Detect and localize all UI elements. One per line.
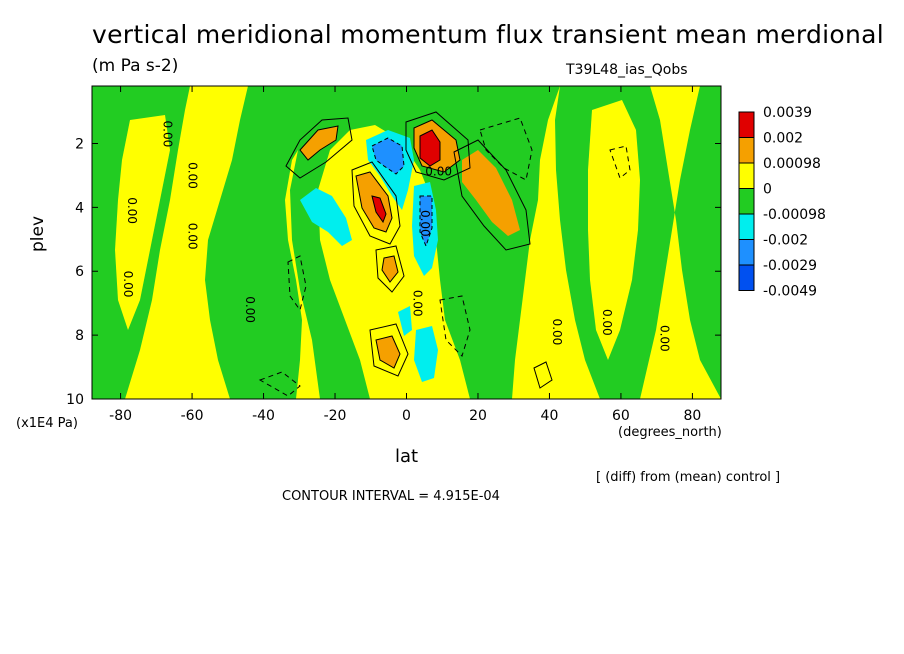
field-negative-region [205,86,340,399]
contour-label-group: 0.00 0.00 0.00 0.00 0.00 0.00 0.00 0.00 0.00 0.00… [121,75,671,352]
contour-label: 0.00 [411,290,425,317]
colorbar-level-label: 0.00098 [763,156,821,172]
contour-label: 0.00 [243,296,257,323]
x-tick-label: 0 [402,408,411,424]
y-axis-units: (x1E4 Pa) [16,416,78,431]
contour-label: 0.00 [186,162,200,189]
contour-label: 0.00 [550,319,564,346]
field-core-cyan [398,306,412,336]
field-positive-pocket [588,100,640,360]
field-core-blue [419,195,433,248]
contour-label: 0.00 [600,309,614,336]
contour-label: 0.00 [121,271,135,298]
contour-label: 0.00 [186,223,200,250]
contour-label: 0.00 [657,325,671,352]
run-label: T39L48_ias_Qobs [566,62,688,78]
contour-label: 0.00 [425,165,452,179]
x-axis-label: lat [395,446,419,467]
field-core-red [419,129,441,167]
colorbar-level-label: -0.00098 [763,207,826,223]
colorbar-level-label: -0.0029 [763,258,817,274]
x-axis: -80 -60 -40 -20 0 20 40 60 80 [109,86,701,424]
x-tick-label: 80 [683,408,701,424]
chart-title: vertical meridional momentum flux transi… [92,20,885,49]
x-tick-label: 20 [469,408,487,424]
x-tick-label: 60 [612,408,630,424]
field-core-orange [299,125,339,161]
field-core-orange [375,335,401,369]
colorbar-swatch [738,213,755,240]
chart-units: (m Pa s-2) [92,56,179,76]
y-tick-label: 6 [75,264,84,280]
field-core-orange [462,150,520,236]
x-tick-label: -60 [181,408,204,424]
contour-label: 0.00 [418,210,432,237]
colorbar-level-label: 0.002 [763,131,803,147]
contour-lines [285,111,553,389]
negative-contour-lines [258,117,631,397]
colorbar-level-label: -0.0049 [763,284,817,300]
y-tick-label: 10 [66,392,84,408]
colorbar-swatch [738,137,755,164]
x-tick-label: -80 [109,408,132,424]
x-tick-label: 40 [541,408,559,424]
x-tick-label: -40 [252,408,275,424]
colorbar-swatch [738,162,755,189]
plot-area: 0.00 0.00 0.00 0.00 0.00 0.00 0.00 0.00 0.00 0.00… [92,75,721,399]
colorbar-swatch [738,264,755,291]
field-core-red [371,195,387,224]
y-tick-label: 8 [75,328,84,344]
contour-label: 0.00 [418,75,445,89]
colorbar-level-label: 0.0039 [763,105,812,121]
field-core-orange [381,255,399,283]
contour-label: 0.00 [125,197,139,224]
colorbar-level-label: 0 [763,182,772,198]
y-tick-label: 2 [75,136,84,152]
field-core-cyan [414,326,438,382]
colorbar-swatch [738,111,755,138]
x-tick-label: -20 [324,408,347,424]
colorbar-swatch [738,239,755,266]
field-core-cyan [300,188,352,246]
colorbar-level-label: -0.002 [763,233,808,249]
contour-label: 0.00 [161,121,175,148]
field-positive-pocket [115,115,170,330]
y-tick-label: 4 [75,200,84,216]
diff-note: [ (diff) from (mean) control ] [596,470,781,485]
colorbar-swatch [738,188,755,215]
field-negative-region [290,86,560,399]
x-axis-units: (degrees_north) [618,425,722,440]
field-core-blue [371,137,405,175]
y-axis: 2 4 6 8 10 [66,136,721,408]
contour-interval: CONTOUR INTERVAL = 4.915E-04 [282,489,500,504]
colorbar: 0.0039 0.002 0.00098 0 -0.00098 -0.002 -0.0029… [738,105,826,300]
